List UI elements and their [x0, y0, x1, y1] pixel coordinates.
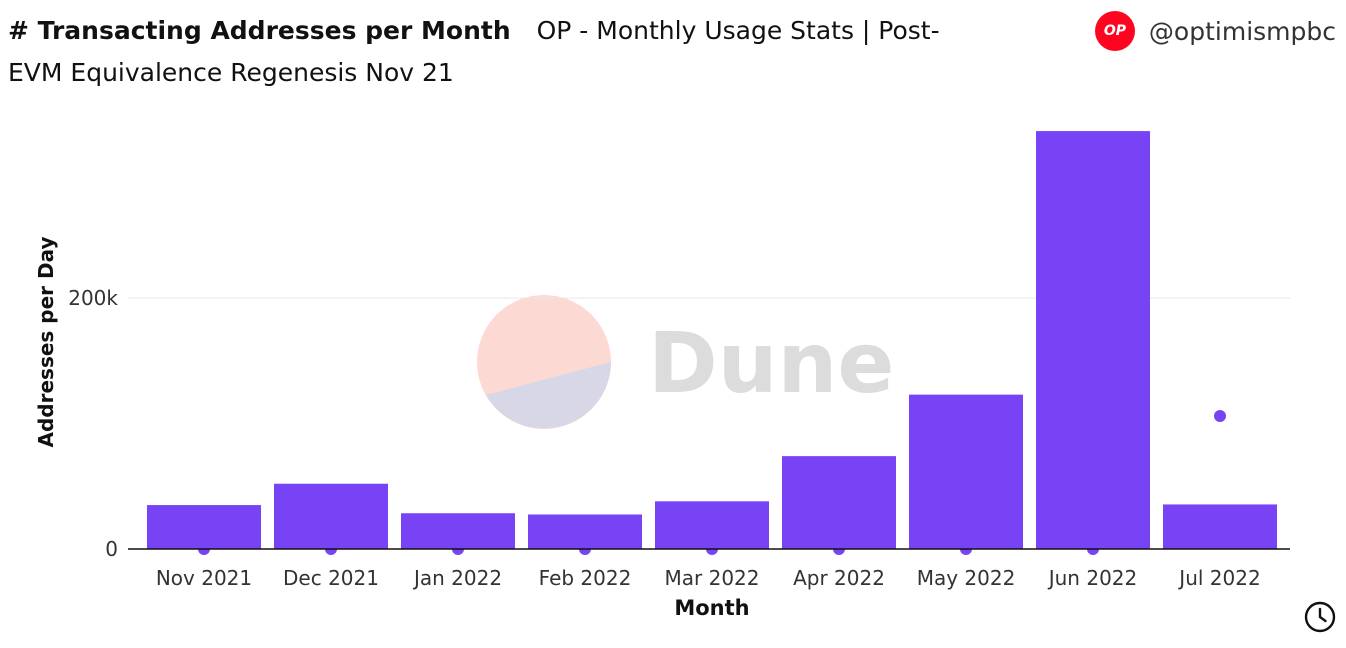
- x-tick-label: Dec 2021: [283, 566, 379, 590]
- bar[interactable]: [782, 456, 896, 549]
- x-tick-label: Mar 2022: [665, 566, 760, 590]
- brand-handle[interactable]: @optimismpbc: [1148, 16, 1336, 46]
- bar[interactable]: [1036, 131, 1150, 549]
- x-tick-label: May 2022: [917, 566, 1016, 590]
- x-axis-label: Month: [674, 596, 749, 620]
- x-tick-label: Jul 2022: [1177, 566, 1260, 590]
- optimism-logo-icon: OP: [1094, 11, 1135, 51]
- x-tick-label: Jan 2022: [412, 566, 502, 590]
- x-tick-label: Apr 2022: [793, 566, 885, 590]
- x-tick-label: Feb 2022: [539, 566, 632, 590]
- bar[interactable]: [655, 501, 769, 549]
- dune-watermark-text: Dune: [648, 314, 894, 412]
- x-tick-label: Jun 2022: [1047, 566, 1138, 590]
- bar[interactable]: [1163, 504, 1277, 549]
- y-tick-label: 200k: [68, 286, 118, 310]
- y-tick-label: 0: [105, 537, 118, 561]
- dune-watermark: Dune: [477, 295, 894, 429]
- clock-icon[interactable]: [1303, 600, 1337, 634]
- brand[interactable]: OP @optimismpbc: [1094, 10, 1336, 52]
- scatter-point[interactable]: [1214, 409, 1226, 422]
- x-tick-label: Nov 2021: [156, 566, 252, 590]
- dune-logo-lower-half: [486, 362, 611, 429]
- chart-header: # Transacting Addresses per Month OP - M…: [8, 10, 968, 94]
- bar[interactable]: [274, 483, 388, 549]
- chart-title: # Transacting Addresses per Month: [8, 16, 511, 45]
- y-axis-label: Addresses per Day: [34, 236, 58, 447]
- bar[interactable]: [909, 394, 1023, 549]
- bar[interactable]: [147, 505, 261, 549]
- chart-subtitle: OP - Monthly Usage Stats | Post- EVM Equ…: [8, 16, 940, 87]
